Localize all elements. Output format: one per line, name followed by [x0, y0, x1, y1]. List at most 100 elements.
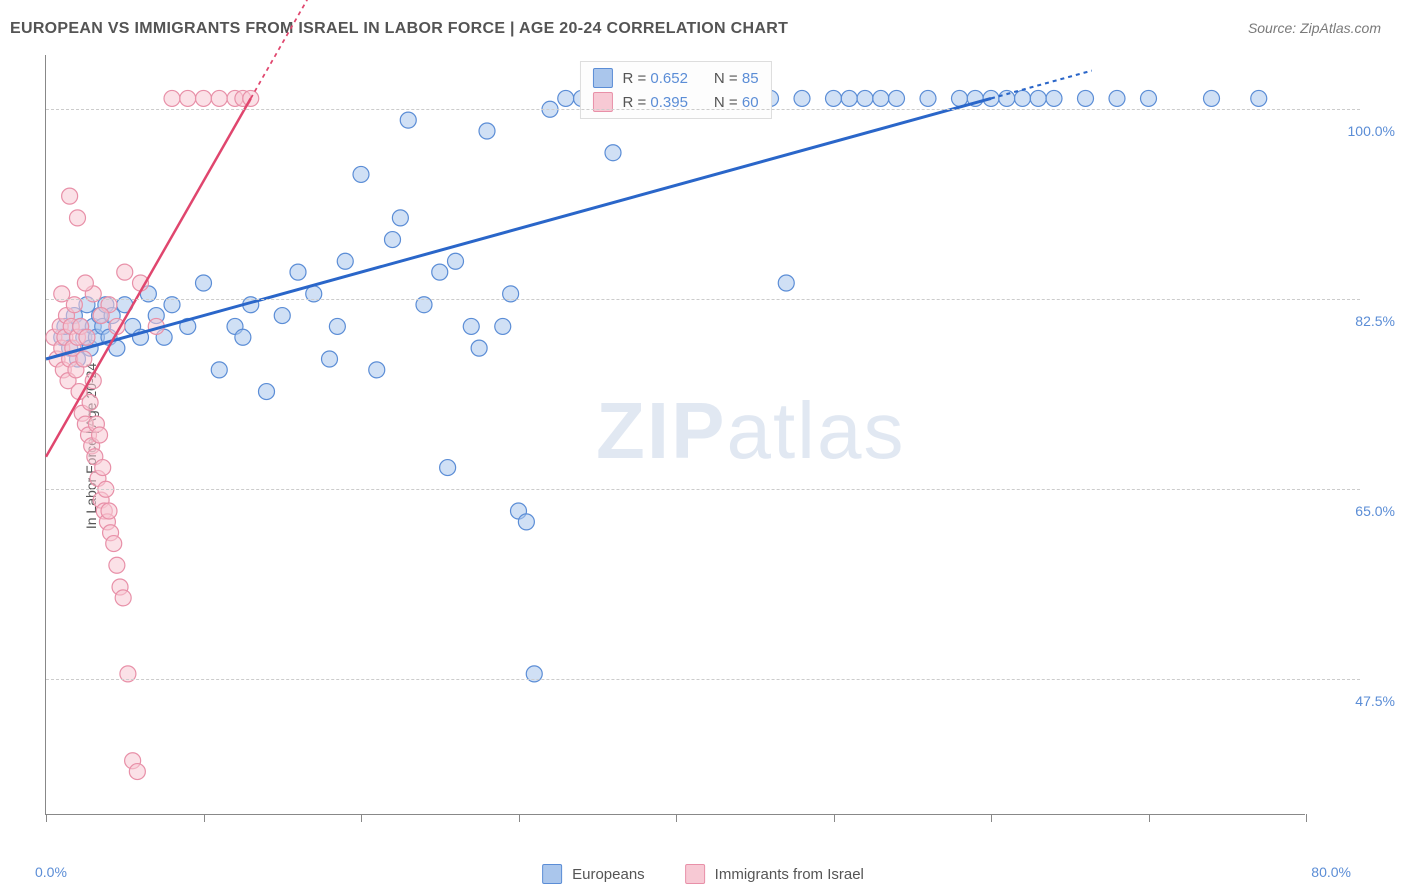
x-tick: [46, 814, 47, 822]
trend-line: [46, 98, 251, 456]
data-point: [826, 90, 842, 106]
x-tick: [204, 814, 205, 822]
gridline-h: [46, 109, 1360, 110]
data-point: [129, 764, 145, 780]
gridline-h: [46, 489, 1360, 490]
data-point: [196, 90, 212, 106]
source-attribution: Source: ZipAtlas.com: [1248, 20, 1381, 36]
legend-correlation-row: R = 0.395 N = 60: [592, 90, 758, 114]
correlation-legend: R = 0.652 N = 85 R = 0.395 N = 60: [579, 61, 771, 119]
data-point: [369, 362, 385, 378]
data-point: [1141, 90, 1157, 106]
data-point: [235, 329, 251, 345]
data-point: [322, 351, 338, 367]
data-point: [495, 318, 511, 334]
data-point: [117, 264, 133, 280]
scatter-svg: [46, 55, 1306, 815]
chart-title: EUROPEAN VS IMMIGRANTS FROM ISRAEL IN LA…: [10, 20, 788, 38]
legend-n-label: N = 60: [714, 94, 759, 111]
x-tick: [676, 814, 677, 822]
data-point: [1030, 90, 1046, 106]
data-point: [329, 318, 345, 334]
data-point: [873, 90, 889, 106]
data-point: [76, 351, 92, 367]
legend-swatch: [685, 864, 705, 884]
legend-n-label: N = 85: [714, 70, 759, 87]
data-point: [1204, 90, 1220, 106]
data-point: [109, 557, 125, 573]
data-point: [1015, 90, 1031, 106]
legend-series-label: Europeans: [572, 866, 645, 883]
legend-series-item: Europeans: [542, 864, 645, 884]
x-tick: [834, 814, 835, 822]
legend-swatch: [542, 864, 562, 884]
y-tick-label: 100.0%: [1348, 123, 1395, 139]
data-point: [605, 145, 621, 161]
data-point: [999, 90, 1015, 106]
x-tick: [991, 814, 992, 822]
data-point: [106, 536, 122, 552]
data-point: [471, 340, 487, 356]
data-point: [62, 188, 78, 204]
data-point: [274, 308, 290, 324]
data-point: [920, 90, 936, 106]
data-point: [82, 394, 98, 410]
gridline-h: [46, 679, 1360, 680]
data-point: [778, 275, 794, 291]
legend-swatch: [592, 68, 612, 88]
data-point: [164, 90, 180, 106]
data-point: [353, 166, 369, 182]
x-tick: [1306, 814, 1307, 822]
data-point: [259, 384, 275, 400]
data-point: [79, 329, 95, 345]
data-point: [211, 90, 227, 106]
data-point: [432, 264, 448, 280]
y-tick-label: 47.5%: [1355, 693, 1395, 709]
data-point: [95, 460, 111, 476]
legend-series-label: Immigrants from Israel: [715, 866, 864, 883]
data-point: [558, 90, 574, 106]
data-point: [77, 275, 93, 291]
legend-r-label: R = 0.395: [622, 94, 687, 111]
y-tick-label: 82.5%: [1355, 313, 1395, 329]
data-point: [889, 90, 905, 106]
data-point: [518, 514, 534, 530]
series-legend: Europeans Immigrants from Israel: [542, 864, 864, 884]
data-point: [101, 503, 117, 519]
data-point: [115, 590, 131, 606]
data-point: [92, 427, 108, 443]
data-point: [93, 308, 109, 324]
data-point: [180, 90, 196, 106]
data-point: [385, 232, 401, 248]
data-point: [290, 264, 306, 280]
data-point: [211, 362, 227, 378]
x-tick: [361, 814, 362, 822]
data-point: [841, 90, 857, 106]
x-axis-max-label: 80.0%: [1311, 864, 1351, 880]
data-point: [1251, 90, 1267, 106]
x-axis-min-label: 0.0%: [35, 864, 67, 880]
x-tick: [519, 814, 520, 822]
data-point: [794, 90, 810, 106]
x-tick: [1149, 814, 1150, 822]
data-point: [1046, 90, 1062, 106]
data-point: [392, 210, 408, 226]
y-tick-label: 65.0%: [1355, 503, 1395, 519]
data-point: [70, 210, 86, 226]
data-point: [1078, 90, 1094, 106]
legend-r-label: R = 0.652: [622, 70, 687, 87]
legend-series-item: Immigrants from Israel: [685, 864, 864, 884]
data-point: [479, 123, 495, 139]
legend-correlation-row: R = 0.652 N = 85: [592, 66, 758, 90]
data-point: [400, 112, 416, 128]
trend-line: [46, 98, 991, 359]
data-point: [196, 275, 212, 291]
trend-line-extension: [251, 0, 352, 98]
data-point: [463, 318, 479, 334]
gridline-h: [46, 299, 1360, 300]
data-point: [337, 253, 353, 269]
data-point: [440, 460, 456, 476]
data-point: [1109, 90, 1125, 106]
plot-area: ZIPatlas R = 0.652N = 85R = 0.395N = 60 …: [45, 55, 1305, 815]
data-point: [857, 90, 873, 106]
